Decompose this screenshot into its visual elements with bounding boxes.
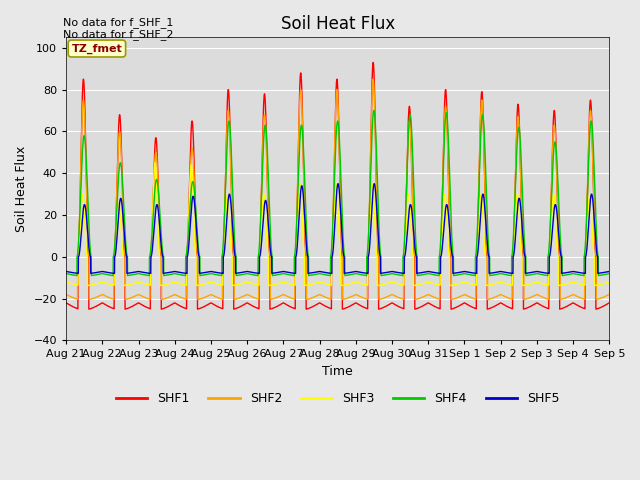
SHF3 [605,279,612,285]
SHF1 [605,300,612,306]
SHF4 [370,108,378,113]
Title: Soil Heat Flux: Soil Heat Flux [280,15,395,33]
SHF2 [62,291,70,297]
Line: SHF2: SHF2 [66,79,609,300]
Text: No data for f_SHF_2: No data for f_SHF_2 [63,29,173,40]
SHF2 [429,294,437,300]
SHF5 [62,269,70,275]
SHF2 [460,292,467,298]
SHF5 [490,270,498,276]
SHF5 [317,269,325,275]
SHF2 [160,296,168,302]
SHF2 [490,295,498,300]
SHF5 [429,270,437,276]
Y-axis label: Soil Heat Flux: Soil Heat Flux [15,146,28,232]
SHF3 [84,283,92,288]
SHF5 [160,270,168,276]
SHF4 [62,271,70,276]
SHF3 [151,160,159,166]
SHF1 [317,301,325,307]
SHF2 [85,297,93,302]
SHF2 [369,76,377,82]
SHF1 [85,306,93,312]
SHF1 [62,300,70,306]
SHF4 [605,271,612,276]
SHF3 [160,282,168,288]
SHF4 [429,272,437,277]
SHF1 [369,60,377,65]
SHF5 [605,269,613,275]
SHF2 [605,291,613,297]
SHF3 [460,279,467,285]
SHF5 [334,181,342,187]
Line: SHF4: SHF4 [66,110,609,276]
SHF3 [429,281,437,287]
SHF3 [490,281,498,287]
SHF5 [460,269,467,275]
X-axis label: Time: Time [323,365,353,378]
Legend: SHF1, SHF2, SHF3, SHF4, SHF5: SHF1, SHF2, SHF3, SHF4, SHF5 [111,387,564,410]
SHF1 [460,300,467,306]
SHF1 [160,305,168,311]
SHF2 [317,292,325,298]
SHF4 [73,273,81,278]
SHF4 [460,271,467,276]
SHF4 [160,273,168,278]
SHF4 [317,271,325,277]
SHF5 [605,269,612,275]
SHF4 [490,272,498,278]
SHF3 [62,279,70,285]
SHF1 [605,300,613,306]
Line: SHF3: SHF3 [66,163,609,286]
SHF3 [605,279,613,285]
Line: SHF1: SHF1 [66,62,609,309]
SHF3 [317,280,325,286]
Text: TZ_fmet: TZ_fmet [72,43,122,54]
SHF1 [429,303,437,309]
SHF2 [605,292,612,298]
SHF5 [74,271,82,276]
Line: SHF5: SHF5 [66,184,609,274]
SHF1 [490,303,498,309]
SHF4 [605,271,613,276]
Text: No data for f_SHF_1: No data for f_SHF_1 [63,17,173,28]
